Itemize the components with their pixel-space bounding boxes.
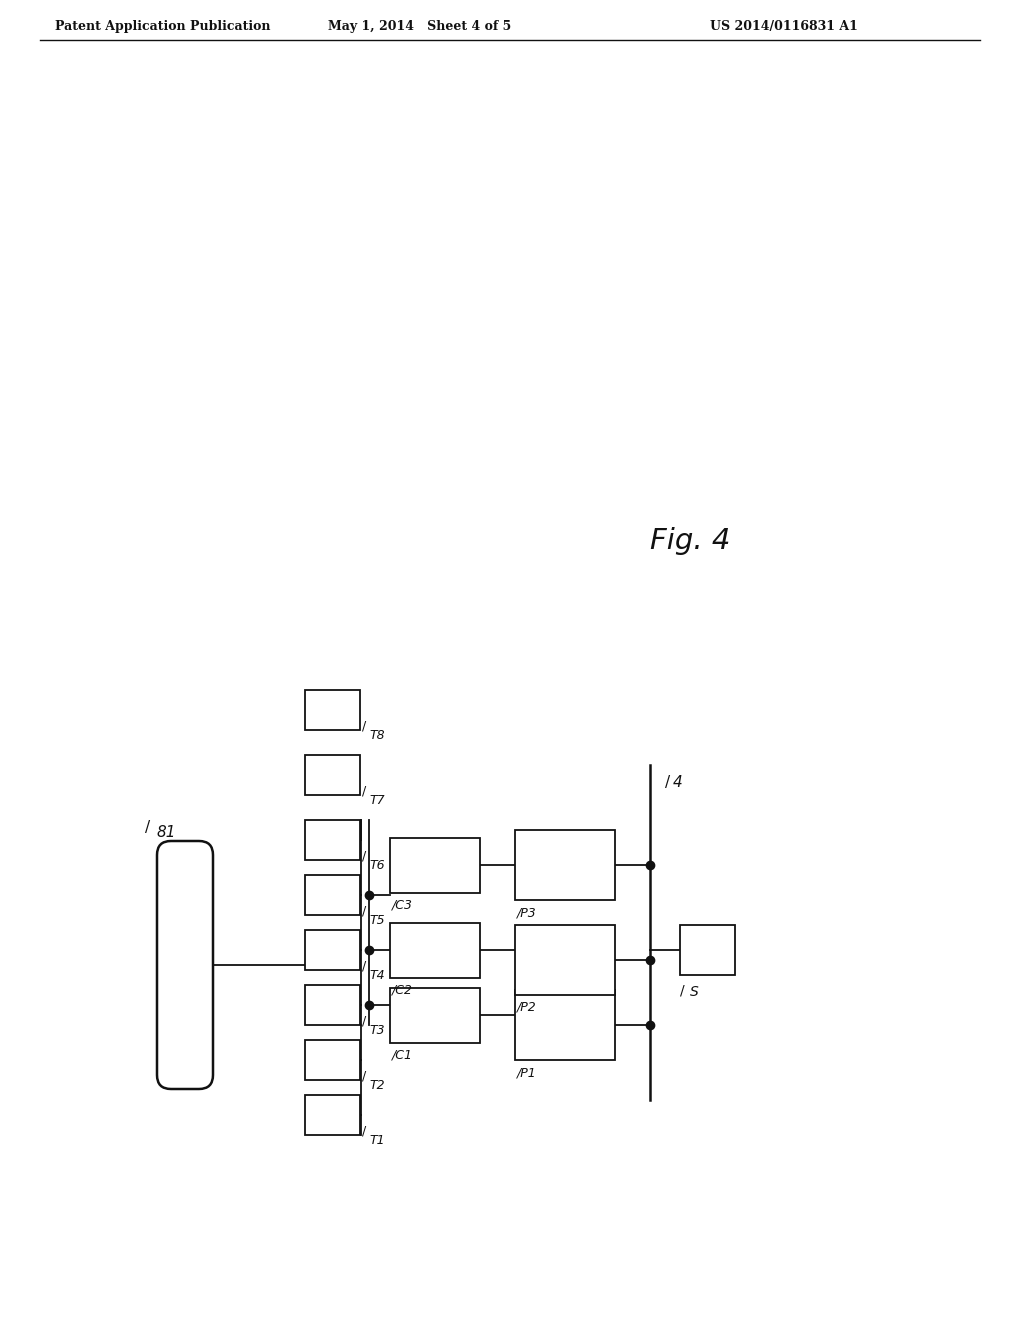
Text: /C1: /C1 — [392, 1048, 413, 1061]
Bar — [515, 990, 615, 1060]
Text: /: / — [362, 850, 367, 862]
Text: May 1, 2014   Sheet 4 of 5: May 1, 2014 Sheet 4 of 5 — [329, 20, 512, 33]
Text: /: / — [362, 784, 367, 797]
Text: T3: T3 — [369, 1024, 385, 1038]
Text: 4: 4 — [673, 775, 683, 789]
Text: T1: T1 — [369, 1134, 385, 1147]
Bar — [305, 931, 360, 970]
Text: /P3: /P3 — [517, 906, 537, 919]
Text: /C3: /C3 — [392, 899, 413, 912]
Text: /: / — [362, 904, 367, 917]
FancyBboxPatch shape — [157, 841, 213, 1089]
Text: /: / — [680, 983, 685, 997]
Bar — [305, 1040, 360, 1080]
Text: T4: T4 — [369, 969, 385, 982]
Text: /: / — [665, 775, 670, 789]
Text: T5: T5 — [369, 913, 385, 927]
Bar — [390, 987, 480, 1043]
Text: /C2: /C2 — [392, 983, 413, 997]
Text: Fig. 4: Fig. 4 — [650, 527, 730, 554]
Text: /: / — [145, 820, 151, 836]
Bar — [305, 690, 360, 730]
Text: S: S — [690, 985, 698, 999]
Text: US 2014/0116831 A1: US 2014/0116831 A1 — [710, 20, 858, 33]
Bar — [515, 830, 615, 900]
Text: /: / — [362, 1015, 367, 1027]
Text: /: / — [362, 1125, 367, 1138]
Text: T8: T8 — [369, 729, 385, 742]
Bar — [390, 923, 480, 978]
Bar — [390, 837, 480, 892]
Text: /: / — [362, 1069, 367, 1082]
Text: /P2: /P2 — [517, 1001, 537, 1014]
Text: T2: T2 — [369, 1078, 385, 1092]
Text: T6: T6 — [369, 859, 385, 873]
Text: /P1: /P1 — [517, 1067, 537, 1078]
Bar — [305, 875, 360, 915]
Bar — [680, 925, 735, 975]
Bar — [305, 755, 360, 795]
Text: T7: T7 — [369, 795, 385, 807]
Bar — [305, 1096, 360, 1135]
Text: /: / — [362, 960, 367, 973]
Bar — [305, 985, 360, 1026]
Text: 81: 81 — [157, 825, 176, 840]
Bar — [515, 925, 615, 995]
Text: /: / — [362, 719, 367, 733]
Text: Patent Application Publication: Patent Application Publication — [55, 20, 270, 33]
Bar — [305, 820, 360, 861]
